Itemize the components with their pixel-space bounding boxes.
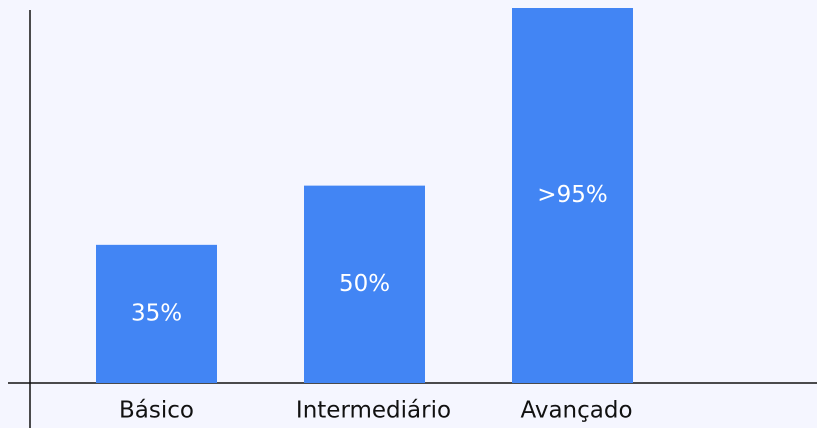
x-tick-label: Básico (119, 398, 194, 424)
data-label: >95% (537, 182, 607, 208)
bar (304, 185, 425, 383)
data-label: 50% (339, 271, 390, 297)
bar (512, 8, 633, 383)
x-tick-label: Avançado (520, 398, 632, 424)
x-tick-label: Intermediário (296, 398, 451, 424)
bar (96, 244, 217, 383)
data-label: 35% (131, 300, 182, 326)
